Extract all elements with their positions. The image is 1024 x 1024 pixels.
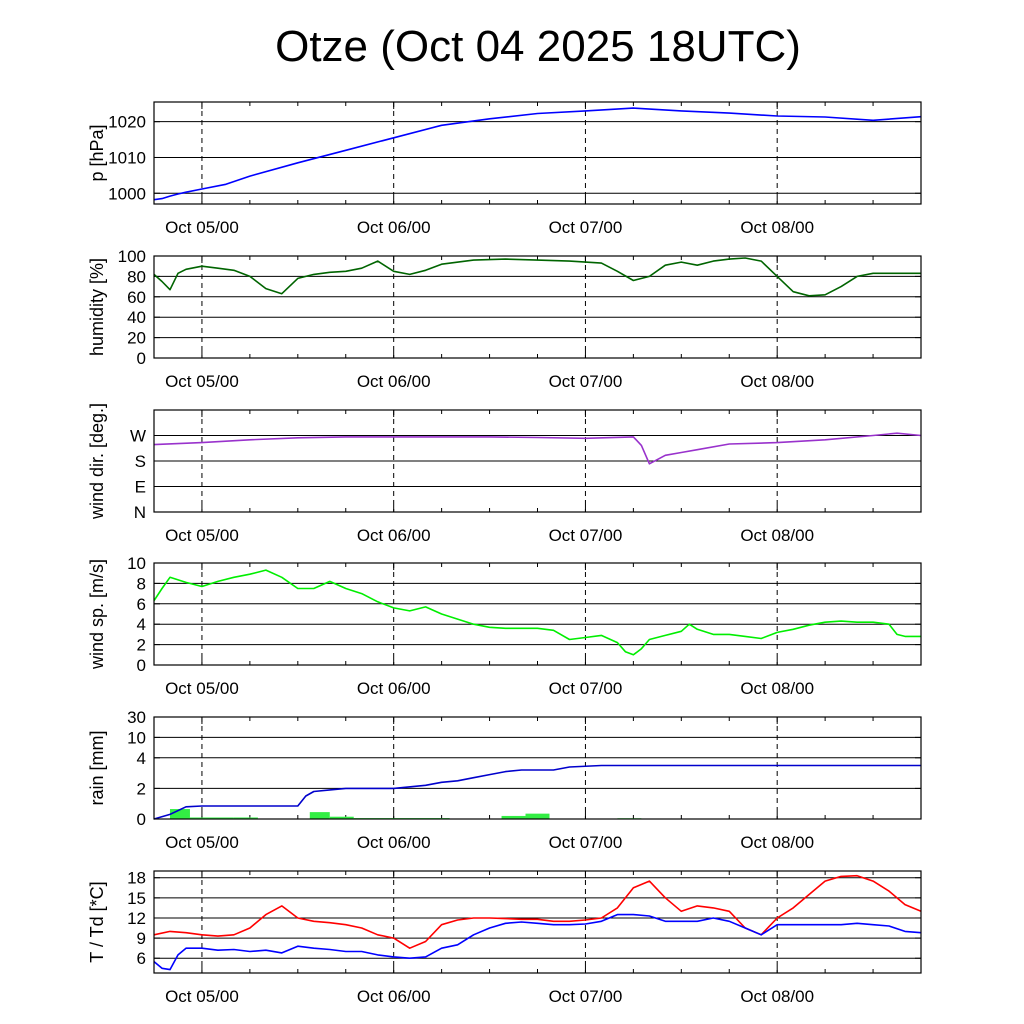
temperature-ytick-label: 6: [137, 949, 146, 968]
pressure-panel: 1000 1010 1020 Oct 05/00 Oct 06/00 Oct 07/00 O…: [87, 101, 922, 237]
dewpoint-line: [153, 913, 922, 971]
rain-ytick-label: 0: [137, 810, 146, 829]
temperature-ylabel: T / Td [*C]: [87, 881, 107, 962]
pressure-ytick-label: 1000: [108, 184, 146, 203]
temperature-xtick-label: Oct 07/00: [549, 987, 623, 1006]
humidity-xtick-label: Oct 08/00: [740, 372, 814, 391]
wind_direction-xtick-label: Oct 06/00: [357, 526, 431, 545]
humidity-ytick-label: 100: [118, 247, 146, 266]
humidity-xtick-label: Oct 07/00: [549, 372, 623, 391]
rain-bar: [309, 812, 330, 819]
rain-xtick-label: Oct 06/00: [357, 833, 431, 852]
humidity-ytick-label: 0: [137, 349, 146, 368]
wind_direction-line: [153, 432, 922, 465]
rain-bar: [501, 815, 526, 819]
humidity-ytick-label: 20: [127, 329, 146, 348]
pressure-xtick-label: Oct 06/00: [357, 218, 431, 237]
rain-frame: [153, 716, 922, 820]
pressure-ylabel: p [hPa]: [87, 124, 107, 181]
wind_speed-ytick-label: 10: [127, 554, 146, 573]
humidity-xtick-label: Oct 05/00: [165, 372, 239, 391]
temperature-ytick-label: 9: [137, 929, 146, 948]
rain-accumulated-line: [153, 764, 921, 820]
wind_speed-frame: [153, 562, 922, 666]
temperature-line: [153, 874, 922, 950]
rain-bar: [189, 817, 234, 819]
humidity-frame: [153, 255, 922, 359]
pressure-line: [153, 107, 922, 201]
humidity-ylabel: humidity [%]: [87, 258, 107, 356]
pressure-xtick-label: Oct 08/00: [740, 218, 814, 237]
wind_direction-ylabel: wind dir. [deg.]: [87, 403, 107, 520]
temperature-ytick-label: 18: [127, 869, 146, 888]
rain-ytick-label: 2: [137, 779, 146, 798]
pressure-xtick-label: Oct 07/00: [549, 218, 623, 237]
wind_speed-line: [153, 569, 921, 656]
rain-bar: [169, 809, 190, 819]
wind_direction-ytick-label: E: [135, 478, 146, 497]
wind_speed-ytick-label: 2: [137, 636, 146, 655]
humidity-ytick-label: 80: [127, 267, 146, 286]
wind_speed-xtick-label: Oct 08/00: [740, 679, 814, 698]
temperature-xtick-label: Oct 05/00: [165, 987, 239, 1006]
pressure-frame: [153, 101, 922, 205]
wind_direction-ytick-label: W: [130, 427, 146, 446]
wind_speed-ytick-label: 8: [137, 574, 146, 593]
humidity-line: [153, 257, 921, 297]
temperature-frame: [153, 870, 922, 974]
wind_direction-xtick-label: Oct 08/00: [740, 526, 814, 545]
wind_speed-ytick-label: 4: [137, 615, 146, 634]
pressure-ytick-label: 1020: [108, 113, 146, 132]
temperature-ytick-label: 12: [127, 909, 146, 928]
pressure-ytick-label: 1010: [108, 148, 146, 167]
wind_speed-xtick-label: Oct 07/00: [549, 679, 623, 698]
rain-xtick-label: Oct 05/00: [165, 833, 239, 852]
wind_direction-ytick-label: S: [135, 452, 146, 471]
chart-title: Otze (Oct 04 2025 18UTC): [275, 22, 801, 71]
wind_speed-panel: 02 46 810 Oct 05/00 Oct 06/00 Oct 07/00 Oct 08…: [87, 554, 922, 698]
rain-bar: [233, 817, 258, 819]
pressure-xtick-label: Oct 05/00: [165, 218, 239, 237]
wind_speed-ytick-label: 0: [137, 656, 146, 675]
humidity-ytick-label: 60: [127, 288, 146, 307]
rain-xtick-label: Oct 08/00: [740, 833, 814, 852]
rain-bar: [525, 813, 550, 819]
wind_direction-xtick-label: Oct 05/00: [165, 526, 239, 545]
wind_speed-xtick-label: Oct 05/00: [165, 679, 239, 698]
temperature-xtick-label: Oct 06/00: [357, 987, 431, 1006]
rain-ytick-label: 30: [127, 708, 146, 727]
wind_speed-ytick-label: 6: [137, 595, 146, 614]
humidity-xtick-label: Oct 06/00: [357, 372, 431, 391]
wind_direction-ytick-label: N: [134, 503, 146, 522]
wind_speed-xtick-label: Oct 06/00: [357, 679, 431, 698]
wind_direction-xtick-label: Oct 07/00: [549, 526, 623, 545]
temperature-ytick-label: 15: [127, 889, 146, 908]
rain-ylabel: rain [mm]: [87, 730, 107, 805]
temperature-xtick-label: Oct 08/00: [740, 987, 814, 1006]
wind_direction-frame: [153, 409, 922, 513]
rain-ytick-label: 4: [137, 749, 146, 768]
rain-bar: [329, 816, 354, 819]
wind_speed-ylabel: wind sp. [m/s]: [87, 559, 107, 670]
rain-xtick-label: Oct 07/00: [549, 833, 623, 852]
humidity-ytick-label: 40: [127, 308, 146, 327]
rain-ytick-label: 10: [127, 728, 146, 747]
